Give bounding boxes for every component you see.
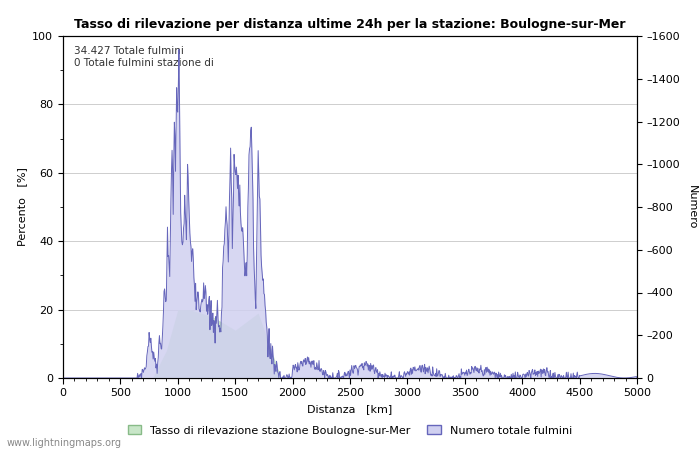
Y-axis label: Percento   [%]: Percento [%] <box>17 167 27 247</box>
Legend: Tasso di rilevazione stazione Boulogne-sur-Mer, Numero totale fulmini: Tasso di rilevazione stazione Boulogne-s… <box>124 421 576 440</box>
Text: www.lightningmaps.org: www.lightningmaps.org <box>7 438 122 448</box>
Title: Tasso di rilevazione per distanza ultime 24h per la stazione: Boulogne-sur-Mer: Tasso di rilevazione per distanza ultime… <box>74 18 626 31</box>
Text: 34.427 Totale fulmini
0 Totale fulmini stazione di: 34.427 Totale fulmini 0 Totale fulmini s… <box>74 46 214 68</box>
Y-axis label: Numero: Numero <box>687 185 697 229</box>
X-axis label: Distanza   [km]: Distanza [km] <box>307 404 393 414</box>
